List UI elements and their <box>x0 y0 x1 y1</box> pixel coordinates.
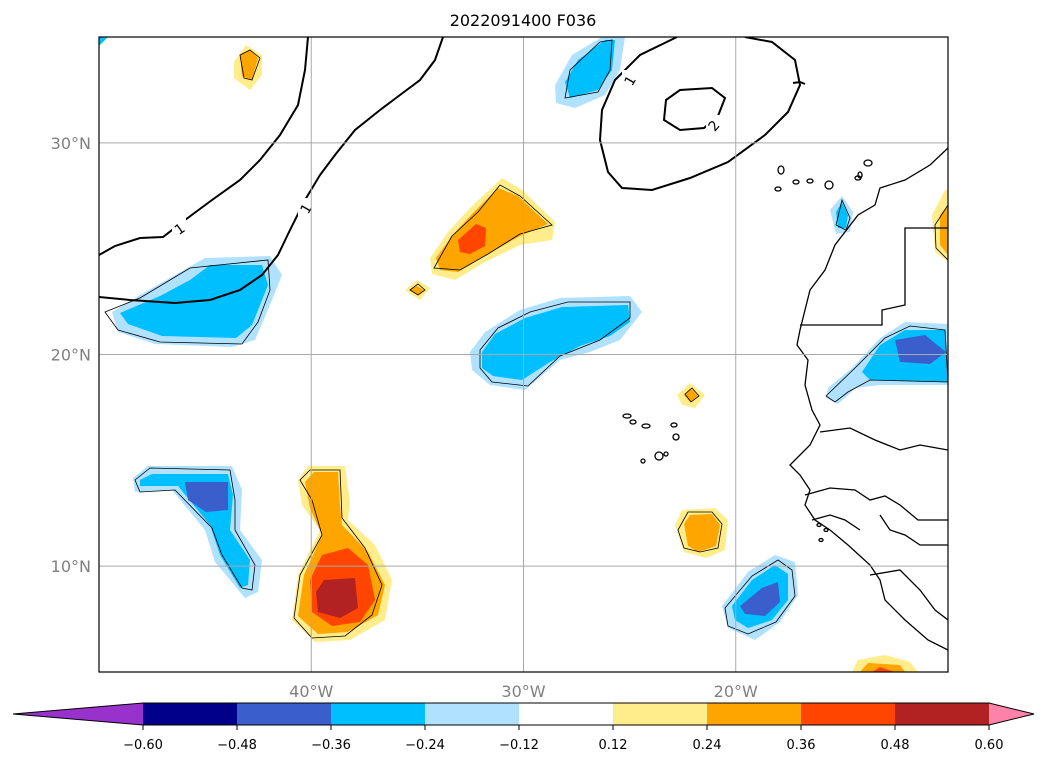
longitude-label: 40°W <box>289 682 333 701</box>
map-frame <box>98 36 949 673</box>
colorbar-extend-min <box>13 703 143 725</box>
colorbar-segment <box>801 703 896 725</box>
colorbar: −0.60 −0.48 −0.36 −0.24 −0.12 0.12 0.24 0.36 0.4… <box>12 702 1035 753</box>
map-area: 1 1 1 2 <box>99 37 948 672</box>
latitude-label: 20°N <box>51 346 91 365</box>
colorbar-tick-label: 0.48 <box>881 738 910 753</box>
colorbar-segment <box>519 703 614 725</box>
coastlines <box>622 147 948 651</box>
colorbar-segment <box>143 703 238 725</box>
shading <box>99 37 948 672</box>
negative-anomaly-region <box>482 305 630 380</box>
negative-anomaly-region <box>185 482 228 512</box>
colorbar-segment <box>331 703 426 725</box>
positive-anomaly-region <box>240 50 258 80</box>
latitude-label: 30°N <box>51 134 91 153</box>
positive-anomaly-region <box>940 205 948 255</box>
colorbar-segment <box>707 703 802 725</box>
longitude-label: 20°W <box>714 682 758 701</box>
positive-anomaly-region <box>458 224 486 254</box>
colorbar-segment <box>613 703 708 725</box>
grid-labels: 40°W 30°W 20°W 10°N 20°N 30°N <box>51 134 758 701</box>
negative-anomaly-region <box>895 335 946 364</box>
colorbar-tick-label: 0.36 <box>787 738 816 753</box>
map-title: 2022091400 F036 <box>450 11 597 30</box>
positive-anomaly-region <box>860 663 905 672</box>
colorbar-segment <box>425 703 520 725</box>
negative-anomaly-region <box>99 37 108 46</box>
colorbar-tick-label: 0.60 <box>975 738 1004 753</box>
positive-anomaly-region <box>872 667 895 672</box>
colorbar-tick-label: −0.36 <box>311 738 351 753</box>
negative-anomaly-region <box>836 202 848 228</box>
contour-labels: 1 1 1 2 <box>172 70 724 239</box>
colorbar-extend-max <box>989 703 1034 725</box>
colorbar-segment <box>895 703 990 725</box>
colorbar-tick-label: −0.12 <box>499 738 539 753</box>
positive-anomaly-region <box>316 578 358 618</box>
colorbar-tick-label: −0.24 <box>405 738 445 753</box>
colorbar-segment <box>237 703 332 725</box>
longitude-label: 30°W <box>501 682 545 701</box>
latitude-label: 10°N <box>51 557 91 576</box>
positive-anomaly-region <box>684 514 720 552</box>
colorbar-tick-label: −0.48 <box>217 738 257 753</box>
colorbar-tick-label: 0.24 <box>693 738 722 753</box>
gridlines <box>99 37 948 672</box>
colorbar-tick-label: −0.60 <box>123 738 163 753</box>
threshold-outlines <box>104 39 948 639</box>
colorbar-tick-label: 0.12 <box>599 738 628 753</box>
negative-anomaly-region <box>740 582 780 616</box>
